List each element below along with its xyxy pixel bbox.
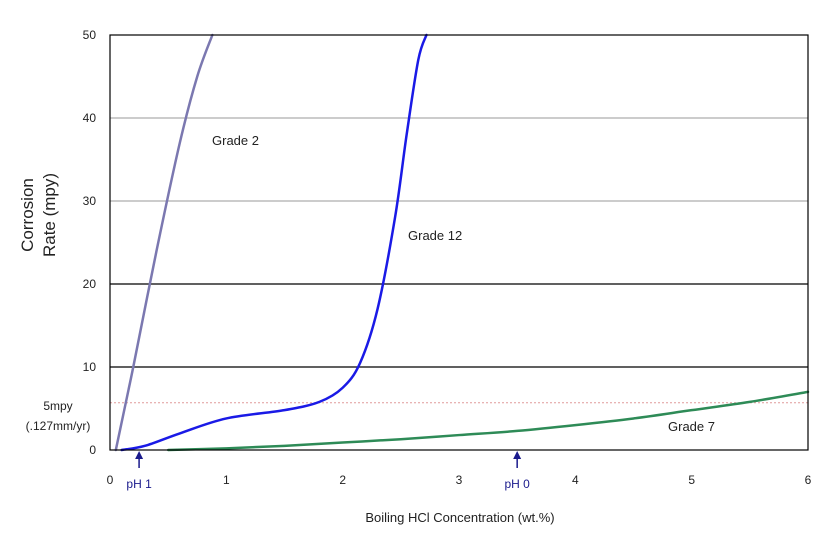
x-tick-label-0: 0 — [107, 473, 114, 487]
ph-arrow-head-ph-0 — [513, 451, 522, 459]
y-tick-label-40: 40 — [83, 111, 97, 125]
y-axis-title-line1: Corrosion — [18, 178, 37, 252]
x-tick-label-2: 2 — [339, 473, 346, 487]
y-axis-title-line2: Rate (mpy) — [40, 173, 59, 257]
series-label-grade-7: Grade 7 — [668, 419, 715, 434]
series-label-grade-12: Grade 12 — [408, 228, 462, 243]
y-tick-label-20: 20 — [83, 277, 97, 291]
y-tick-label-30: 30 — [83, 194, 97, 208]
x-tick-label-4: 4 — [572, 473, 579, 487]
x-axis-title: Boiling HCl Concentration (wt.%) — [365, 510, 554, 525]
x-tick-label-3: 3 — [456, 473, 463, 487]
series-line-grade-7 — [166, 390, 810, 452]
series-line-grade-12 — [120, 33, 428, 452]
threshold-label-line2: (.127mm/yr) — [26, 419, 91, 433]
y-tick-label-0: 0 — [89, 443, 96, 457]
ph-label-ph-1: pH 1 — [126, 477, 152, 491]
series-label-grade-2: Grade 2 — [212, 133, 259, 148]
plot-frame — [109, 34, 809, 451]
threshold-label-line1: 5mpy — [43, 399, 72, 413]
x-tick-label-5: 5 — [688, 473, 695, 487]
ph-label-ph-0: pH 0 — [504, 477, 530, 491]
series-line-grade-2 — [114, 33, 214, 452]
ph-arrow-head-ph-1 — [135, 451, 144, 459]
ph-annotations: pH 1 pH 0 — [126, 451, 530, 491]
tick-labels: 0 1 2 3 4 5 6 0 10 20 30 40 50 — [83, 28, 812, 487]
y-tick-label-50: 50 — [83, 28, 97, 42]
y-tick-label-10: 10 — [83, 360, 97, 374]
x-tick-label-6: 6 — [805, 473, 812, 487]
series-lines — [114, 33, 810, 452]
x-tick-label-1: 1 — [223, 473, 230, 487]
grid-lines — [110, 117, 808, 368]
